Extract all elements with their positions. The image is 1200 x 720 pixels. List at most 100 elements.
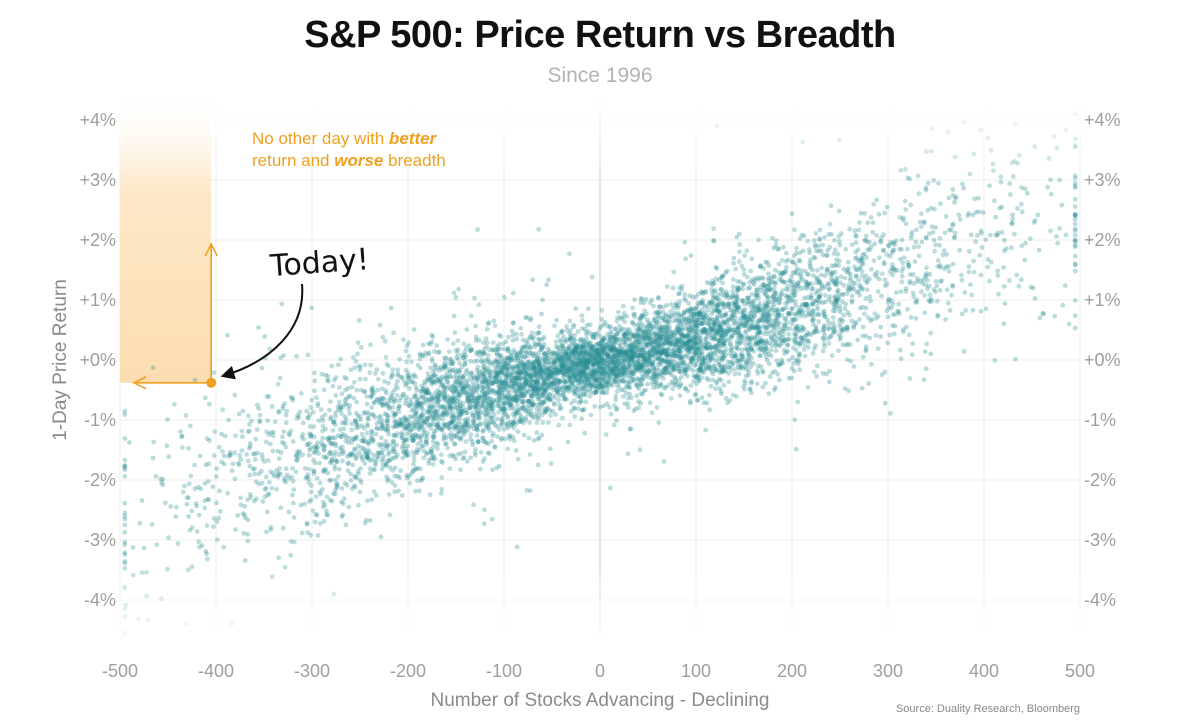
scatter-point: [639, 296, 645, 302]
scatter-point: [451, 390, 456, 395]
scatter-point: [1012, 231, 1017, 237]
scatter-point: [304, 520, 310, 526]
scatter-point: [445, 445, 450, 451]
scatter-point: [689, 327, 694, 333]
scatter-point: [864, 287, 870, 293]
scatter-point: [757, 307, 762, 313]
scatter-point: [428, 396, 434, 402]
scatter-point: [542, 379, 547, 385]
scatter-point: [978, 272, 984, 278]
scatter-point: [730, 333, 735, 339]
scatter-point: [635, 349, 641, 355]
scatter-point: [807, 250, 812, 256]
scatter-point: [428, 341, 433, 347]
scatter-point: [571, 363, 577, 368]
scatter-point: [946, 195, 952, 201]
scatter-point: [611, 363, 616, 368]
scatter-point: [481, 521, 487, 527]
scatter-point: [356, 471, 361, 477]
scatter-point: [946, 269, 952, 274]
scatter-point: [188, 473, 194, 479]
scatter-point: [456, 420, 462, 425]
scatter-point: [572, 348, 578, 354]
scatter-point: [890, 248, 896, 254]
scatter-point: [873, 333, 879, 338]
scatter-point: [579, 349, 585, 355]
scatter-point: [868, 215, 874, 220]
scatter-point: [885, 314, 891, 320]
scatter-point: [935, 312, 940, 318]
scatter-point: [721, 382, 727, 388]
scatter-point: [567, 318, 573, 324]
scatter-point: [749, 379, 754, 384]
scatter-point: [254, 496, 259, 502]
scatter-point: [783, 301, 788, 306]
scatter-point: [980, 210, 986, 215]
scatter-point: [693, 321, 699, 326]
scatter-point: [862, 251, 867, 257]
scatter-point: [876, 255, 882, 261]
scatter-point: [910, 290, 916, 296]
scatter-point: [704, 280, 710, 285]
scatter-point: [441, 386, 447, 392]
scatter-point: [197, 544, 202, 550]
scatter-point: [935, 264, 941, 269]
scatter-point: [283, 444, 289, 450]
scatter-point: [501, 346, 507, 352]
scatter-point: [913, 315, 919, 321]
scatter-point: [353, 419, 358, 424]
scatter-point: [485, 379, 491, 384]
scatter-point: [336, 474, 341, 479]
scatter-point: [1048, 191, 1054, 197]
scatter-point: [239, 428, 245, 434]
scatter-point: [259, 480, 265, 486]
scatter-point: [911, 294, 917, 299]
scatter-point: [722, 343, 728, 349]
scatter-point: [914, 227, 919, 233]
scatter-point: [186, 445, 191, 451]
scatter-point: [846, 259, 851, 265]
scatter-point: [383, 354, 389, 360]
scatter-point: [670, 285, 676, 291]
scatter-point: [554, 370, 559, 376]
scatter-point: [598, 324, 604, 329]
scatter-point: [567, 251, 572, 257]
scatter-point: [741, 315, 747, 321]
scatter-point: [380, 334, 386, 340]
scatter-point: [627, 426, 633, 432]
scatter-point: [779, 313, 785, 318]
scatter-point: [911, 244, 917, 250]
scatter-point: [315, 403, 321, 409]
scatter-point: [535, 462, 541, 468]
scatter-point: [818, 248, 824, 254]
scatter-point: [695, 368, 701, 373]
scatter-point: [711, 293, 716, 299]
scatter-point: [760, 368, 765, 374]
scatter-point: [655, 346, 660, 352]
scatter-point: [603, 432, 609, 437]
scatter-point: [651, 353, 657, 358]
scatter-point: [621, 363, 626, 369]
scatter-point: [516, 363, 522, 369]
scatter-point: [701, 311, 706, 317]
scatter-point: [805, 238, 811, 244]
scatter-point: [681, 321, 687, 327]
scatter-point: [473, 404, 479, 409]
scatter-point: [652, 369, 658, 374]
scatter-point: [703, 328, 708, 333]
scatter-point: [924, 235, 929, 241]
scatter-point: [681, 336, 687, 342]
scatter-point: [798, 307, 804, 313]
scatter-point: [707, 358, 712, 364]
scatter-point: [884, 308, 890, 314]
scatter-point: [580, 385, 585, 391]
scatter-point: [548, 461, 554, 466]
scatter-point: [179, 433, 185, 439]
scatter-point: [469, 370, 474, 376]
scatter-point: [237, 453, 243, 458]
scatter-point: [1016, 283, 1022, 289]
scatter-point: [906, 332, 912, 338]
scatter-point: [305, 352, 311, 358]
scatter-point: [264, 429, 270, 435]
scatter-point: [797, 351, 803, 356]
